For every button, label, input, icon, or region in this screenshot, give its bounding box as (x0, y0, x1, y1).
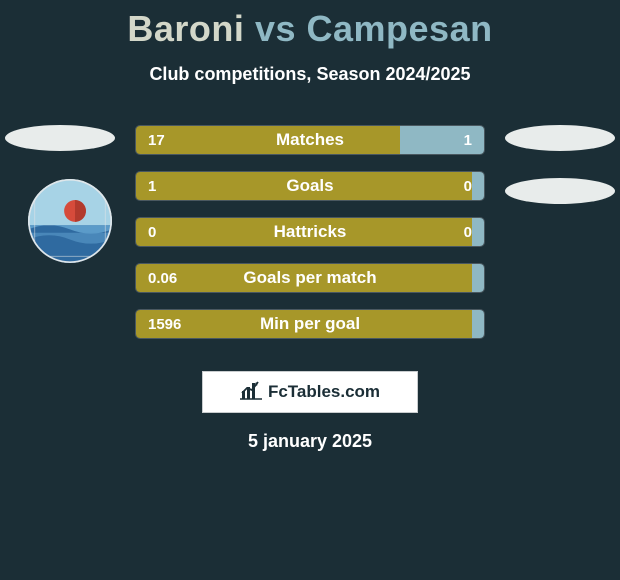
stat-bar: 17 1 Matches (135, 125, 485, 155)
stat-row: 0 0 Hattricks (0, 217, 620, 263)
stat-row: 1 0 Goals (0, 171, 620, 217)
stat-left-value: 0.06 (148, 270, 177, 287)
stat-left-value: 1596 (148, 316, 181, 333)
stat-bar: 1596 Min per goal (135, 309, 485, 339)
stat-right-bar: 0 (472, 218, 484, 246)
stat-left-value: 17 (148, 132, 165, 149)
branding-text: FcTables.com (268, 382, 380, 402)
stat-right-bar: 0 (472, 172, 484, 200)
chart-icon (240, 379, 262, 406)
subtitle: Club competitions, Season 2024/2025 (0, 64, 620, 85)
stat-right-value: 0 (464, 178, 472, 195)
stat-left-bar: 1596 (136, 310, 472, 338)
vs-label: vs (255, 8, 296, 49)
stat-row: 1596 Min per goal (0, 309, 620, 355)
stat-left-bar: 1 (136, 172, 472, 200)
page-title: Baroni vs Campesan (0, 0, 620, 50)
stat-right-bar (472, 310, 484, 338)
stat-left-bar: 0 (136, 218, 472, 246)
stat-bar: 0 0 Hattricks (135, 217, 485, 247)
stat-left-bar: 17 (136, 126, 400, 154)
stats-container: 17 1 Matches 1 0 Goals 0 0 Hattricks 0.0… (0, 125, 620, 355)
player2-name: Campesan (307, 8, 493, 49)
stat-right-bar (472, 264, 484, 292)
footer-date: 5 january 2025 (0, 431, 620, 452)
stat-bar: 1 0 Goals (135, 171, 485, 201)
stat-left-value: 1 (148, 178, 156, 195)
branding-box: FcTables.com (202, 371, 418, 413)
stat-left-bar: 0.06 (136, 264, 472, 292)
stat-right-value: 1 (464, 132, 472, 149)
stat-right-bar: 1 (400, 126, 484, 154)
stat-bar: 0.06 Goals per match (135, 263, 485, 293)
stat-row: 0.06 Goals per match (0, 263, 620, 309)
stat-left-value: 0 (148, 224, 156, 241)
stat-right-value: 0 (464, 224, 472, 241)
stat-row: 17 1 Matches (0, 125, 620, 171)
player1-name: Baroni (127, 8, 244, 49)
